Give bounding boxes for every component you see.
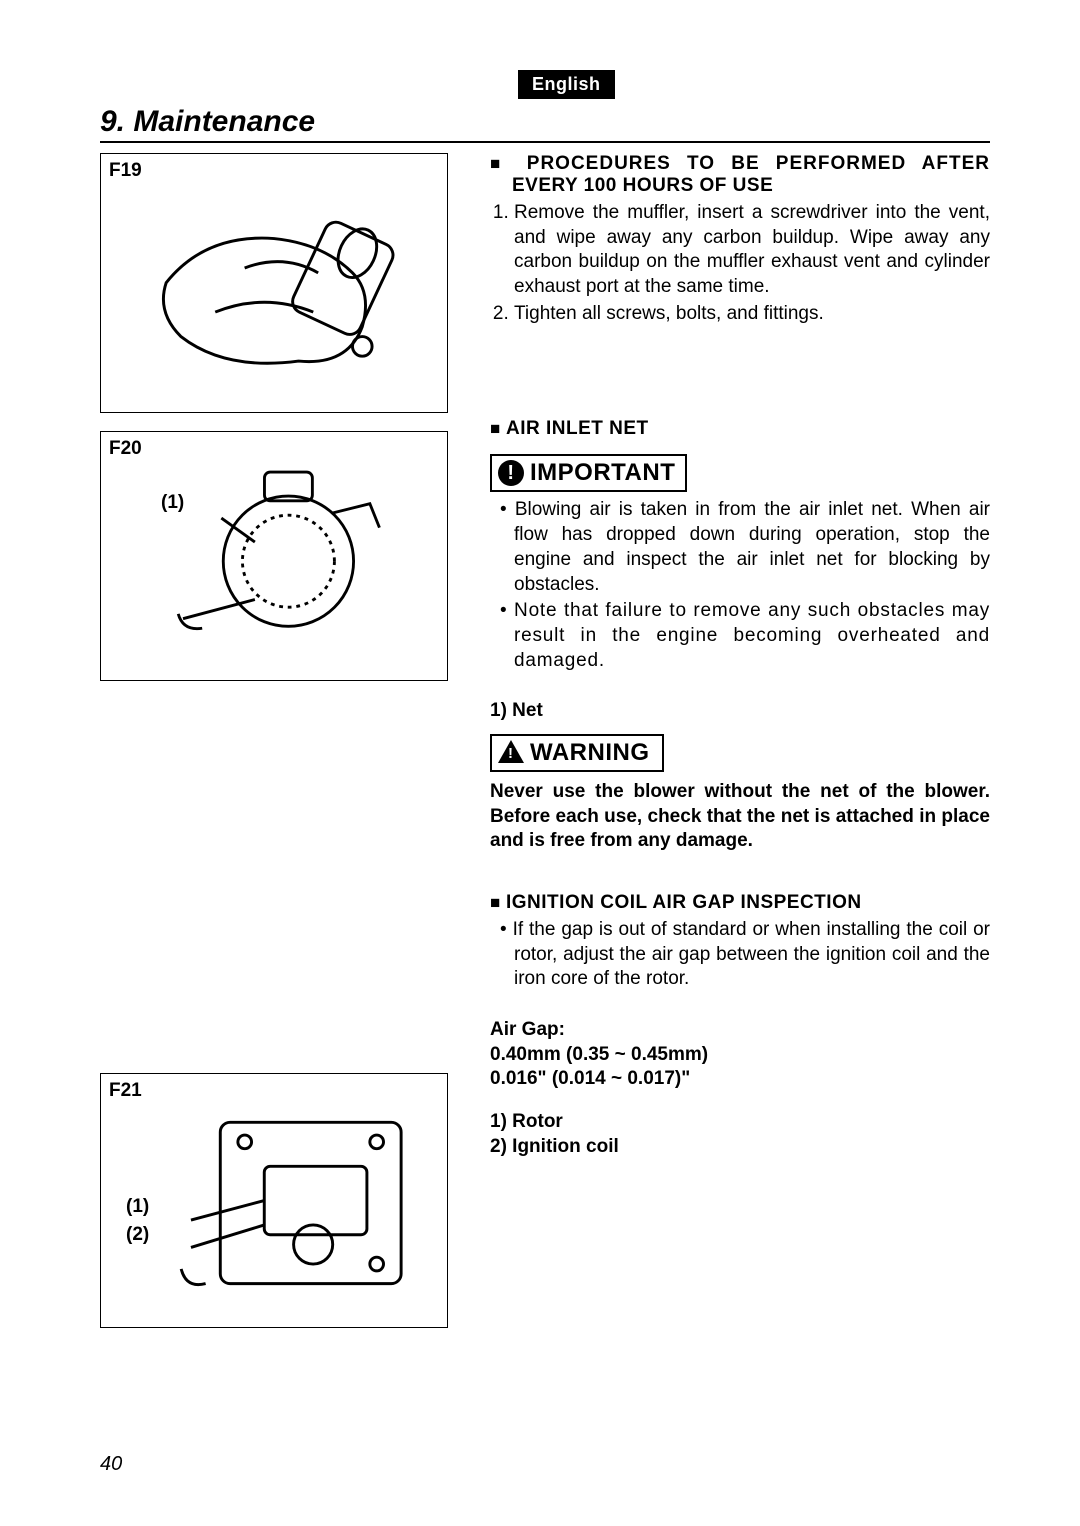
section-heading-air-inlet: AIR INLET NET (490, 418, 990, 440)
list-item: Remove the muffler, insert a screwdriver… (514, 201, 990, 300)
ignition-bullets: If the gap is out of standard or when in… (490, 918, 990, 992)
air-inlet-legend: 1) Net (490, 699, 990, 724)
list-item: Blowing air is taken in from the air inl… (490, 498, 990, 597)
section-heading-procedures-l2: EVERY 100 HOURS OF USE (490, 175, 990, 197)
chapter-title: 9. Maintenance (100, 105, 990, 139)
figure-f21: F21 (1) (2) (100, 1073, 448, 1328)
language-tag: English (518, 70, 615, 99)
figures-column: F19 F20 (1) (100, 153, 470, 1328)
air-gap-mm: 0.40mm (0.35 ~ 0.45mm) (490, 1043, 990, 1068)
page-number: 40 (100, 1453, 122, 1476)
air-gap-in: 0.016" (0.014 ~ 0.017)" (490, 1067, 990, 1092)
list-item: Tighten all screws, bolts, and fittings. (514, 302, 990, 327)
text-column: PROCEDURES TO BE PERFORMED AFTER EVERY 1… (490, 153, 990, 1328)
ignition-legend-1: 1) Rotor (490, 1110, 990, 1135)
list-item: Note that failure to remove any such obs… (490, 599, 990, 673)
divider (100, 141, 990, 143)
figure-art-placeholder (101, 154, 447, 412)
warning-badge: WARNING (490, 734, 664, 772)
ignition-legend-2: 2) Ignition coil (490, 1135, 990, 1160)
important-label: IMPORTANT (530, 459, 675, 487)
figure-f20: F20 (1) (100, 431, 448, 681)
figure-art-placeholder (101, 432, 447, 680)
warning-icon (498, 740, 524, 763)
section-heading-ignition: IGNITION COIL AIR GAP INSPECTION (490, 892, 990, 914)
warning-text: Never use the blower without the net of … (490, 780, 990, 854)
important-badge: ! IMPORTANT (490, 454, 687, 492)
warning-label: WARNING (530, 739, 650, 767)
air-inlet-bullets: Blowing air is taken in from the air inl… (490, 498, 990, 673)
section-heading-procedures-l1: PROCEDURES TO BE PERFORMED AFTER (490, 153, 990, 175)
procedures-list: Remove the muffler, insert a screwdriver… (490, 201, 990, 326)
figure-art-placeholder (101, 1074, 447, 1327)
info-icon: ! (498, 460, 524, 486)
list-item: If the gap is out of standard or when in… (490, 918, 990, 992)
air-gap-label: Air Gap: (490, 1018, 990, 1043)
two-column-layout: F19 F20 (1) (100, 153, 990, 1328)
figure-f19: F19 (100, 153, 448, 413)
